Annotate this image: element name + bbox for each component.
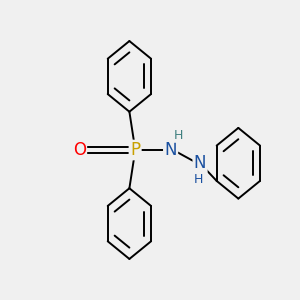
Text: P: P	[130, 141, 140, 159]
Text: H: H	[173, 129, 183, 142]
Text: N: N	[164, 141, 177, 159]
Text: N: N	[194, 154, 206, 172]
Text: O: O	[73, 141, 86, 159]
Text: H: H	[194, 173, 203, 186]
